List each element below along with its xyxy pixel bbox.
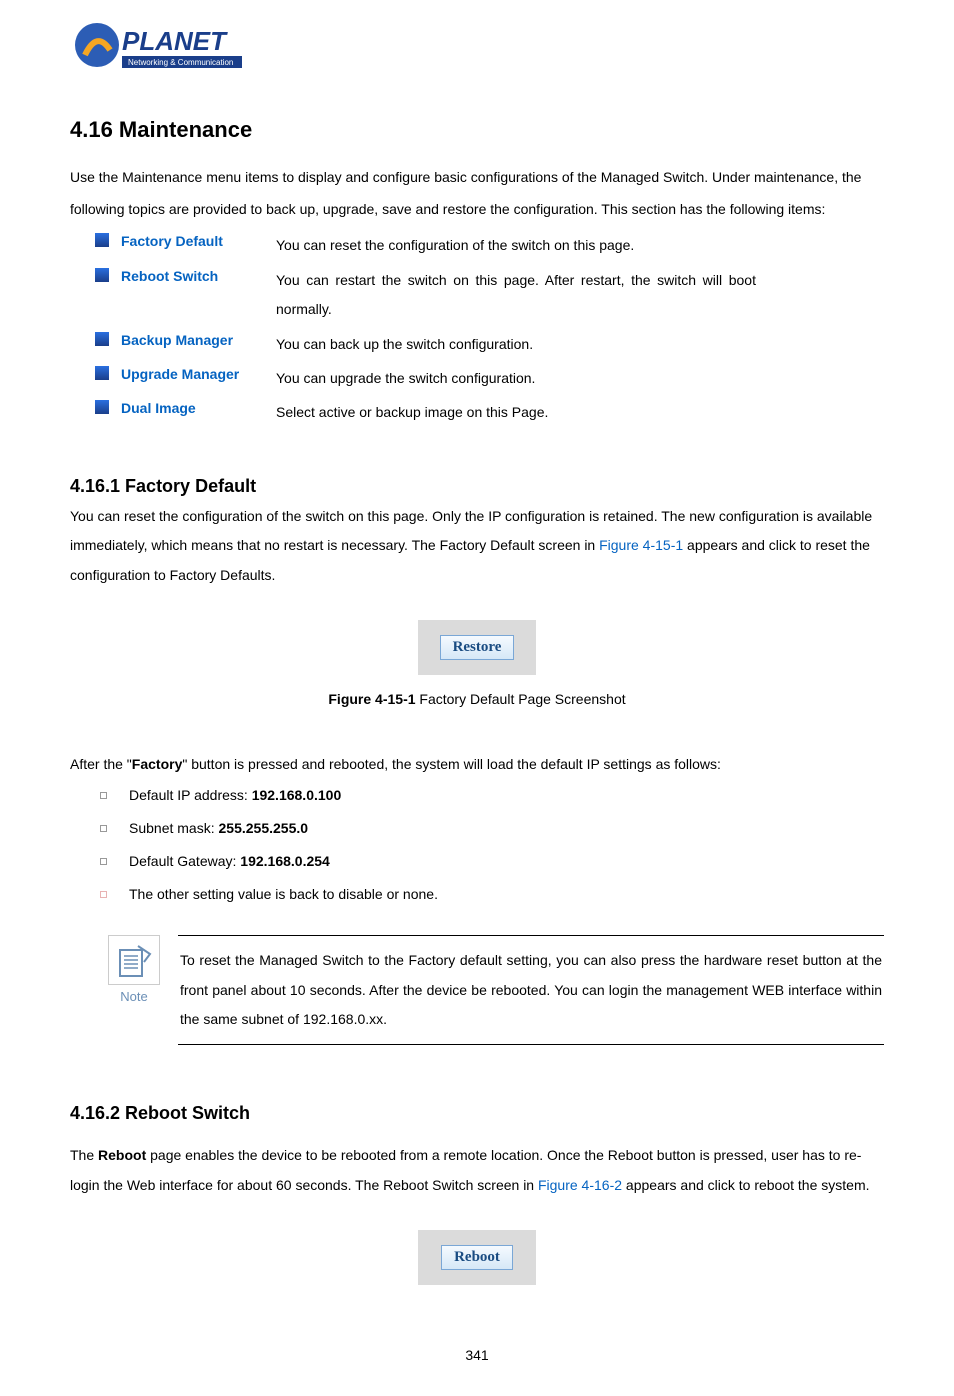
item-row: Upgrade Manager You can upgrade the swit…	[95, 360, 884, 393]
figure-screenshot: Reboot	[418, 1230, 536, 1285]
square-bullet-icon	[95, 233, 109, 247]
item-label[interactable]: Backup Manager	[121, 326, 276, 351]
svg-text:Networking & Communication: Networking & Communication	[128, 58, 233, 67]
item-desc: You can reset the configuration of the s…	[276, 227, 634, 260]
square-bullet-icon	[95, 366, 109, 380]
item-label[interactable]: Dual Image	[121, 394, 276, 419]
square-bullet-icon	[95, 332, 109, 346]
square-bullet-icon	[95, 400, 109, 414]
figure-caption: Figure 4-15-1 Factory Default Page Scree…	[70, 689, 884, 710]
list-item: Default IP address: 192.168.0.100	[100, 785, 884, 806]
note-box: Note To reset the Managed Switch to the …	[105, 935, 884, 1045]
subsection-title: 4.16.1 Factory Default	[70, 473, 884, 500]
subsection-title: 4.16.2 Reboot Switch	[70, 1100, 884, 1127]
hollow-bullet-icon	[100, 825, 107, 832]
item-row: Reboot Switch You can restart the switch…	[95, 262, 884, 325]
body-paragraph: After the "Factory" button is pressed an…	[70, 750, 884, 779]
logo: PLANET Networking & Communication	[70, 20, 884, 83]
square-bullet-icon	[95, 268, 109, 282]
reboot-button[interactable]: Reboot	[441, 1245, 513, 1270]
item-row: Factory Default You can reset the config…	[95, 227, 884, 260]
item-label[interactable]: Upgrade Manager	[121, 360, 276, 385]
restore-button[interactable]: Restore	[440, 635, 515, 660]
item-label[interactable]: Reboot Switch	[121, 262, 276, 287]
page-number: 341	[70, 1345, 884, 1366]
hollow-bullet-icon	[100, 858, 107, 865]
item-label[interactable]: Factory Default	[121, 227, 276, 252]
list-item: Subnet mask: 255.255.255.0	[100, 818, 884, 839]
figure-reference[interactable]: Figure 4-16-2	[538, 1177, 622, 1193]
body-paragraph: The Reboot page enables the device to be…	[70, 1141, 884, 1200]
list-item: Default Gateway: 192.168.0.254	[100, 851, 884, 872]
item-desc: You can upgrade the switch configuration…	[276, 360, 535, 393]
item-list: Factory Default You can reset the config…	[95, 227, 884, 427]
item-desc: Select active or backup image on this Pa…	[276, 394, 548, 427]
section-intro: Use the Maintenance menu items to displa…	[70, 161, 884, 225]
note-label: Note	[105, 987, 163, 1007]
hollow-bullet-icon	[100, 891, 107, 898]
figure-screenshot: Restore	[418, 620, 536, 675]
section-title: 4.16 Maintenance	[70, 113, 884, 146]
list-item: The other setting value is back to disab…	[100, 884, 884, 905]
note-icon: Note	[105, 935, 163, 1007]
item-row: Backup Manager You can back up the switc…	[95, 326, 884, 359]
note-text: To reset the Managed Switch to the Facto…	[178, 935, 884, 1045]
hollow-bullet-icon	[100, 792, 107, 799]
item-row: Dual Image Select active or backup image…	[95, 394, 884, 427]
figure-reference[interactable]: Figure 4-15-1	[599, 537, 683, 553]
svg-text:PLANET: PLANET	[122, 26, 228, 56]
body-paragraph: You can reset the configuration of the s…	[70, 502, 884, 590]
item-desc: You can back up the switch configuration…	[276, 326, 533, 359]
default-settings-list: Default IP address: 192.168.0.100 Subnet…	[100, 785, 884, 905]
item-desc: You can restart the switch on this page.…	[276, 262, 756, 325]
